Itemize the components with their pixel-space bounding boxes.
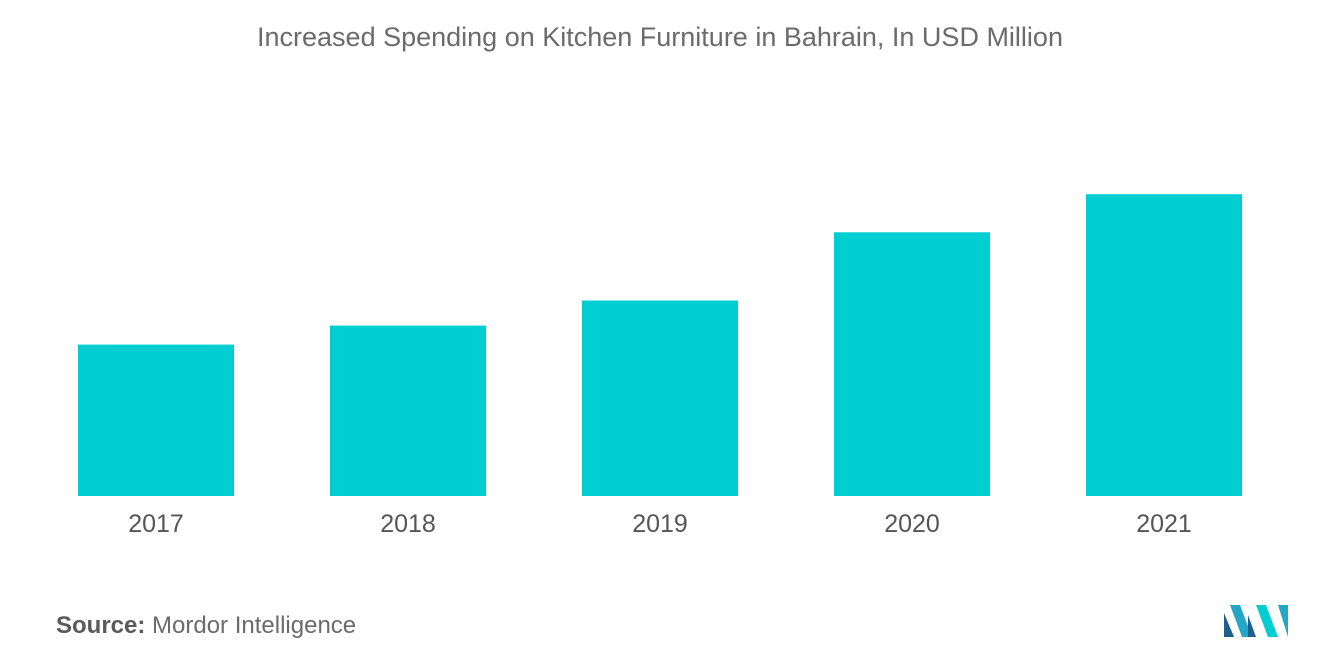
bar-2017 bbox=[78, 344, 234, 496]
source-line: Source: Mordor Intelligence bbox=[56, 612, 356, 640]
bar-2018 bbox=[330, 325, 486, 496]
x-tick-label-2021: 2021 bbox=[1136, 510, 1192, 538]
bar-2019 bbox=[582, 300, 738, 496]
mordor-intelligence-logo-icon bbox=[1224, 605, 1288, 637]
x-tick-label-2019: 2019 bbox=[632, 510, 688, 538]
bar-2020 bbox=[834, 232, 990, 497]
bar-2021 bbox=[1086, 194, 1242, 496]
x-tick-label-2020: 2020 bbox=[884, 510, 940, 538]
source-value: Mordor Intelligence bbox=[152, 612, 357, 639]
chart-title: Increased Spending on Kitchen Furniture … bbox=[257, 22, 1063, 52]
x-tick-label-2018: 2018 bbox=[380, 510, 436, 538]
x-tick-label-2017: 2017 bbox=[128, 510, 184, 538]
source-label: Source: bbox=[56, 612, 146, 639]
